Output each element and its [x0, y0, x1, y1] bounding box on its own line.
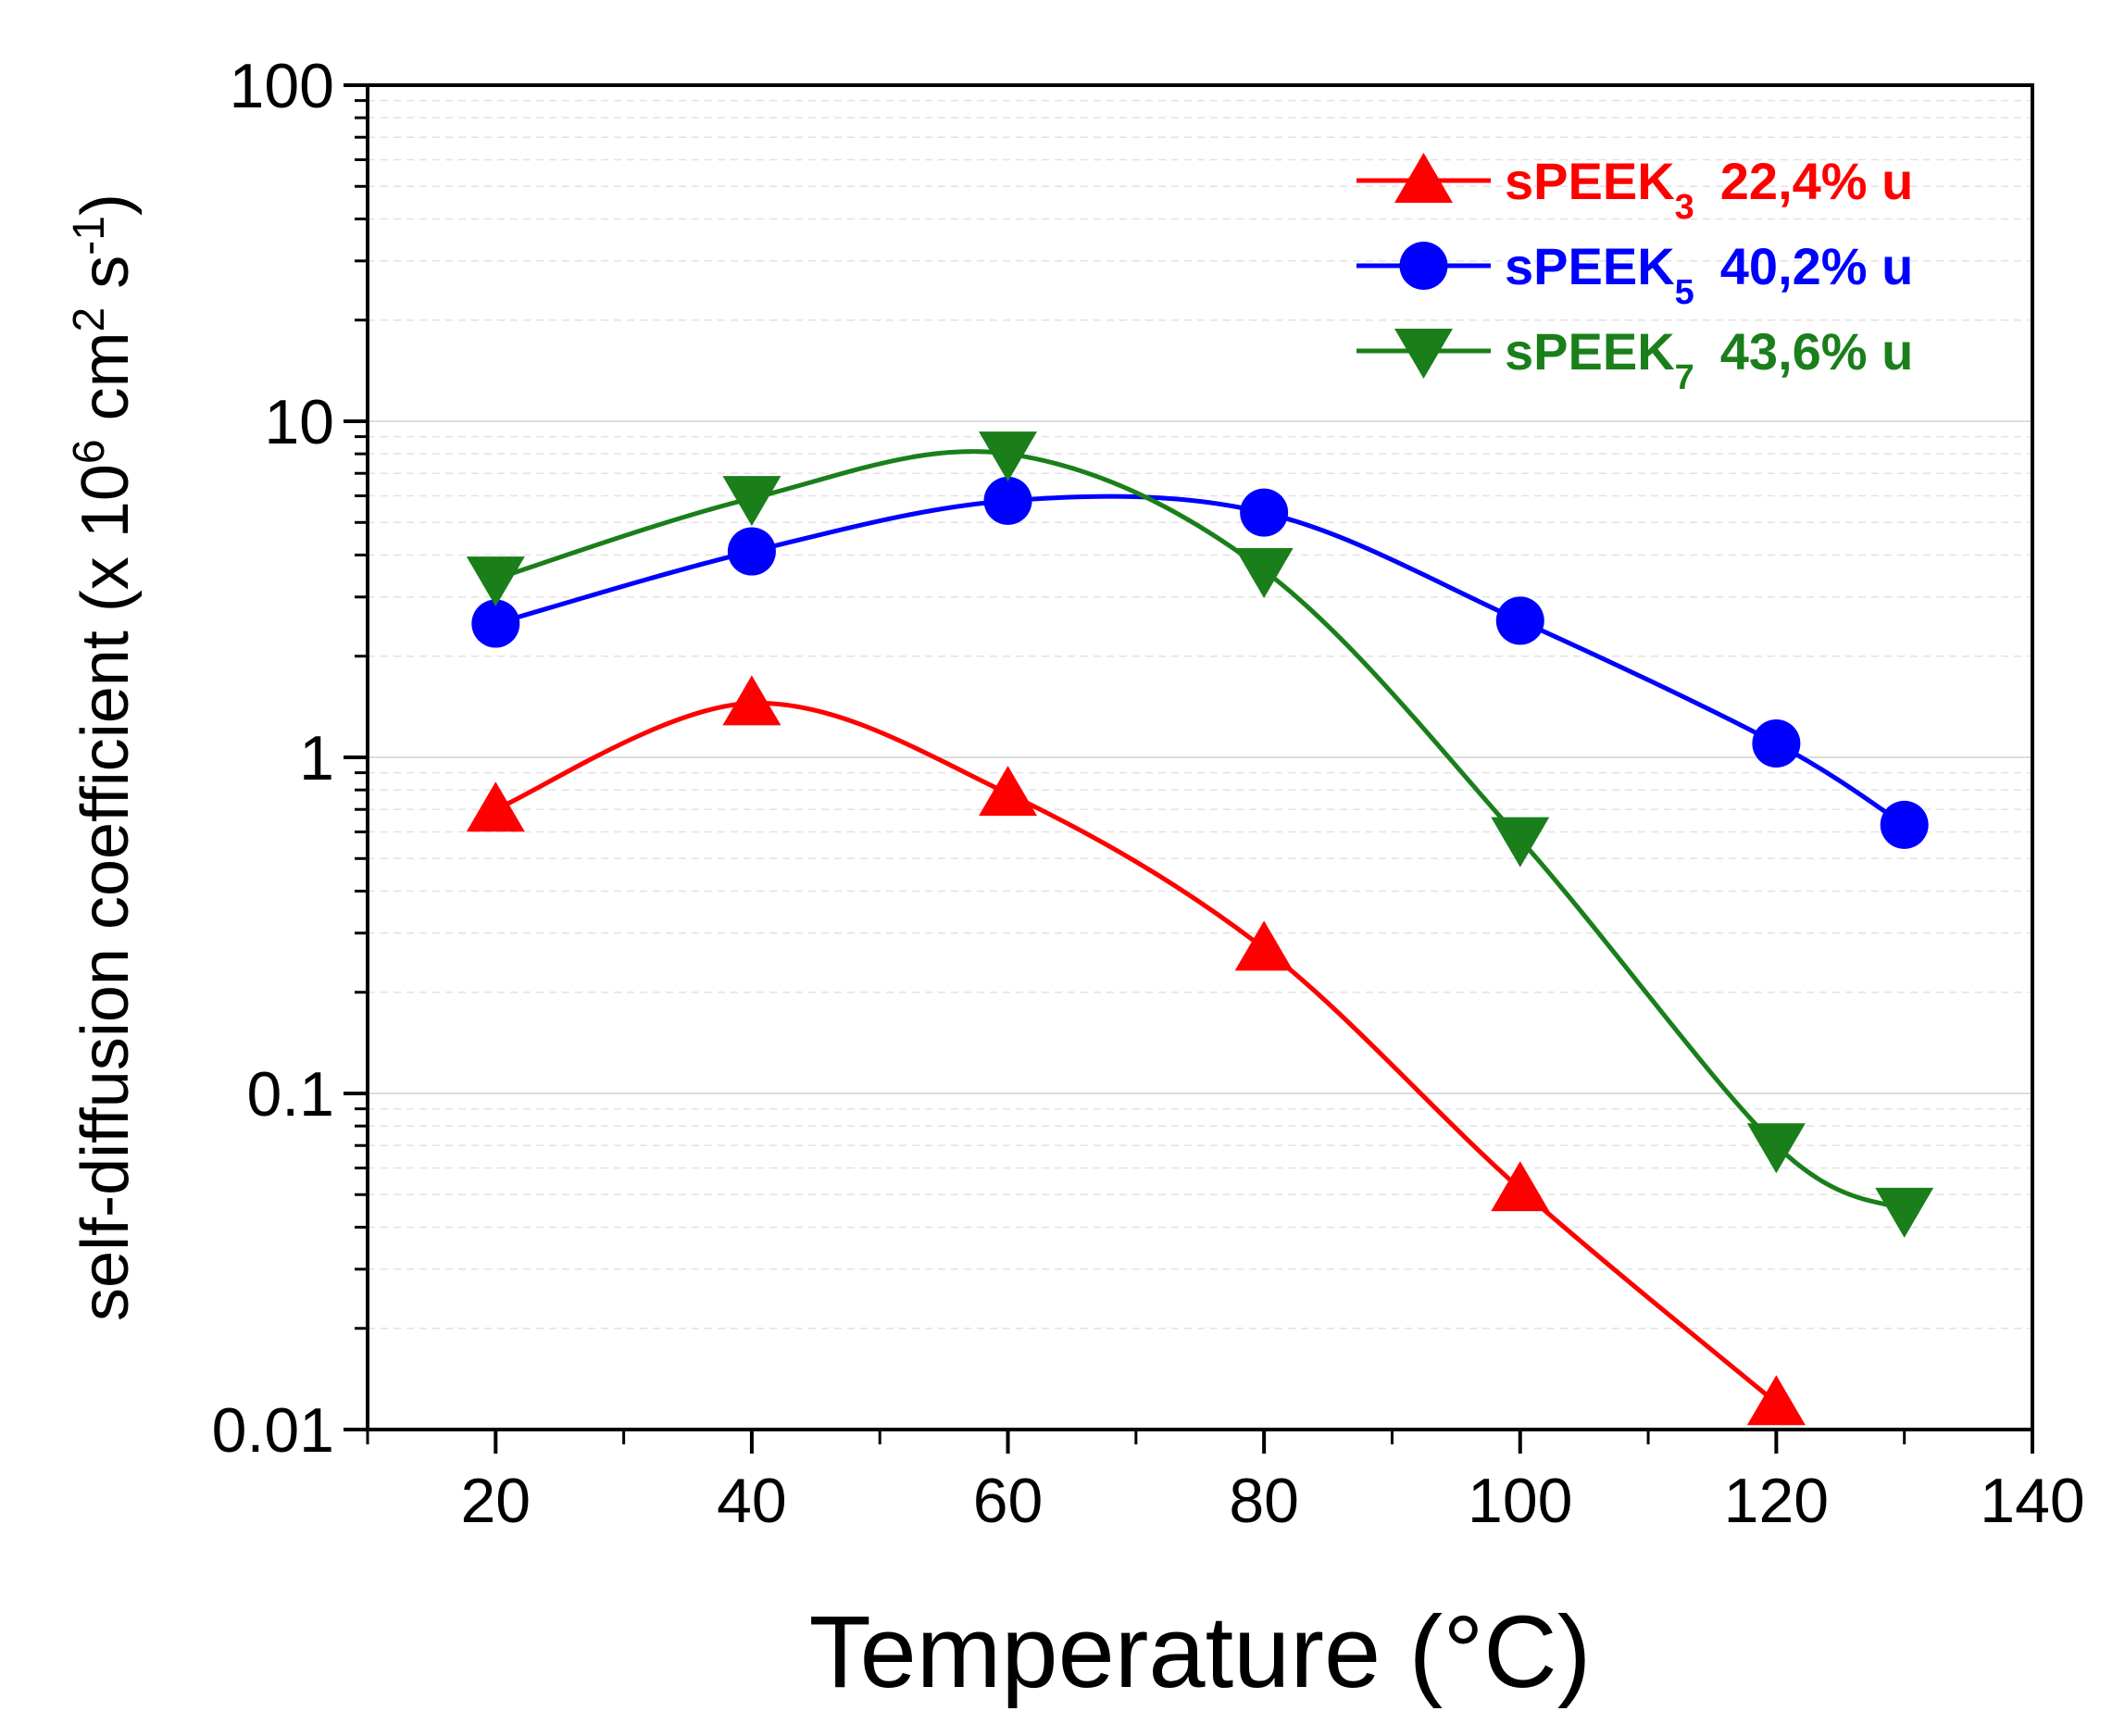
- data-point-2: [1234, 548, 1294, 599]
- data-point-1: [727, 527, 776, 576]
- data-point-1: [1240, 488, 1289, 537]
- x-tick-label: 20: [460, 1466, 531, 1536]
- legend-marker-1: [1399, 242, 1448, 290]
- grid-lines: [368, 99, 2032, 1330]
- legend-name: sPEEK: [1505, 322, 1675, 381]
- legend-marker-2: [1394, 329, 1453, 379]
- legend-subscript: 5: [1675, 273, 1694, 312]
- data-point-2: [466, 556, 525, 607]
- y-tick-label: 10: [264, 387, 334, 457]
- data-point-2: [722, 476, 781, 527]
- data-point-0: [1491, 1161, 1550, 1212]
- series-line-0: [494, 700, 1778, 1405]
- y-tick-label: 1: [299, 723, 334, 793]
- legend-marker-0: [1394, 153, 1453, 203]
- y-axis-title-mid1: cm: [69, 331, 143, 439]
- series-curves: [494, 449, 1906, 1405]
- data-point-1: [1752, 718, 1801, 768]
- legend-name: sPEEK: [1505, 237, 1675, 295]
- data-point-0: [1746, 1375, 1806, 1426]
- y-axis-title-exp1: 6: [65, 439, 114, 464]
- y-tick-label: 0.01: [212, 1395, 334, 1466]
- legend-note: 40,2% u: [1720, 237, 1914, 295]
- legend-subscript: 7: [1675, 358, 1694, 397]
- legend-note: 22,4% u: [1720, 152, 1914, 210]
- data-point-1: [1495, 596, 1544, 645]
- y-tick-labels: 0.01 0.1 1 10 100: [212, 51, 334, 1466]
- x-tick-label: 140: [1980, 1466, 2084, 1536]
- y-axis-title: self-diffusion coefficient (x 106 cm2 s-…: [65, 194, 144, 1321]
- legend-name: sPEEK: [1505, 152, 1675, 210]
- data-point-0: [1234, 920, 1294, 971]
- data-point-1: [983, 476, 1032, 525]
- data-point-1: [1880, 800, 1929, 849]
- data-point-2: [1491, 817, 1550, 868]
- y-axis-title-mid2: s: [69, 256, 143, 307]
- series-line-1: [494, 493, 1906, 827]
- legend-label-0: sPEEK3 22,4% u: [1505, 152, 1913, 227]
- legend-label-2: sPEEK7 43,6% u: [1505, 322, 1913, 397]
- x-tick-label: 120: [1724, 1466, 1829, 1536]
- data-point-2: [1746, 1123, 1806, 1174]
- data-point-0: [466, 781, 525, 832]
- x-tick-labels: 20 40 60 80 100 120 140: [460, 1466, 2084, 1536]
- series-markers: [466, 431, 1934, 1426]
- legend-subscript: 3: [1675, 188, 1694, 227]
- y-axis-title-exp2: 2: [65, 307, 114, 332]
- y-axis-title-main: self-diffusion coefficient (x 10: [69, 464, 143, 1321]
- y-axis-title-end: ): [69, 194, 143, 216]
- y-tick-label: 100: [230, 51, 334, 121]
- data-point-2: [1875, 1187, 1934, 1238]
- y-tick-label: 0.1: [246, 1059, 334, 1130]
- data-point-0: [722, 675, 781, 726]
- x-tick-label: 80: [1229, 1466, 1299, 1536]
- x-tick-label: 100: [1468, 1466, 1572, 1536]
- x-tick-label: 60: [973, 1466, 1044, 1536]
- data-point-1: [471, 599, 520, 648]
- x-tick-label: 40: [717, 1466, 787, 1536]
- data-point-0: [979, 766, 1038, 817]
- legend-label-1: sPEEK5 40,2% u: [1505, 237, 1913, 312]
- x-axis-title: Temperature (°C): [809, 1595, 1592, 1709]
- axis-ticks: [344, 83, 2034, 1454]
- legend-note: 43,6% u: [1720, 322, 1914, 381]
- data-point-2: [979, 431, 1038, 482]
- y-axis-title-exp3: -1: [65, 216, 114, 256]
